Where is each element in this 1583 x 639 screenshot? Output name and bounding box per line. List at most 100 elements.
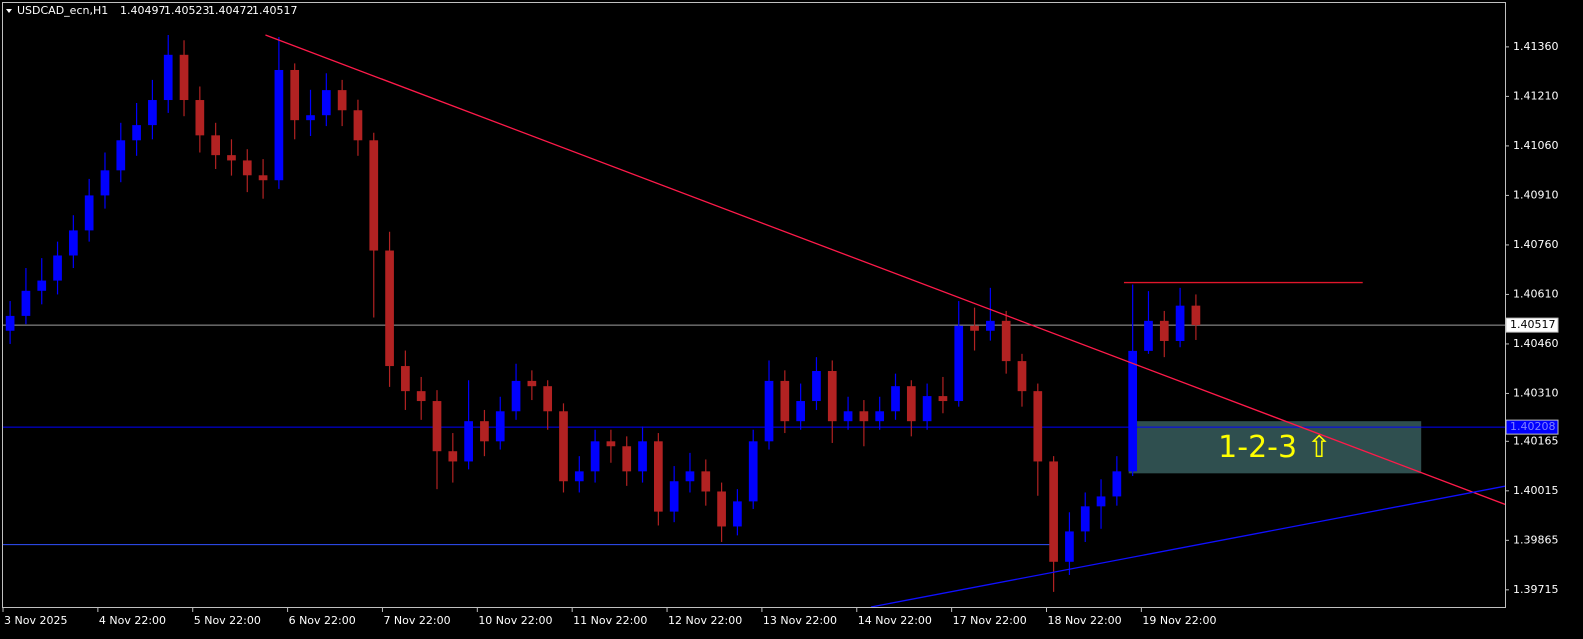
menu-arrow[interactable] [6,9,12,13]
x-tick-label: 7 Nov 22:00 [383,614,450,627]
candle-body [321,90,331,116]
y-tick-label: 1.40165 [1513,434,1559,447]
candle-body [1017,361,1027,392]
candle-body [353,110,363,141]
candle-body [1159,320,1169,341]
candle-body [416,391,426,402]
candle-body [1065,531,1074,562]
y-tick-label: 1.40015 [1513,484,1559,497]
plot-frame [2,2,1506,608]
chart-title: USDCAD_ecn,H1 [17,4,108,17]
candle-body [1175,305,1185,341]
axes: 1.41360 1.41210 1.41060 1.40910 1.40760 1.406… [2,40,1559,627]
candle-body [480,421,489,442]
candle-body [179,54,189,101]
candle-body [1096,496,1106,507]
candle-body [385,250,394,367]
header-value: 1.40517 [252,4,298,17]
candle-body [970,325,979,331]
price-label: 1.40517 [1510,318,1556,331]
candle-body [495,411,505,442]
candle-body [511,380,521,412]
y-tick-label: 1.40760 [1513,238,1559,251]
y-tick-label: 1.40460 [1513,337,1559,350]
candle-body [132,125,141,141]
candle-body [163,54,173,101]
candle-body [843,411,853,422]
candle-body [590,441,600,472]
x-tick-label: 11 Nov 22:00 [573,614,647,627]
plot-area: 1-2-3 ⇧ [3,34,1505,607]
candle-body [701,471,711,492]
candle-body [195,100,205,136]
candle-body [622,446,632,472]
candle-body [448,451,458,462]
y-tick-label: 1.40610 [1513,287,1559,300]
candle-body [432,401,442,452]
candle-body [922,396,932,422]
candle-body [401,366,410,392]
x-tick-label: 14 Nov 22:00 [858,614,932,627]
x-tick-label: 5 Nov 22:00 [194,614,261,627]
candle-body [606,441,616,447]
y-tick-label: 1.40910 [1513,188,1559,201]
candle-body [748,441,758,502]
candle-body [148,100,157,126]
price-box [1505,419,1559,435]
y-tick-label: 1.41210 [1513,89,1559,102]
candle-body [227,155,236,161]
y-tick-label: 1.40310 [1513,386,1559,399]
candle-body [1128,350,1138,472]
x-tick-label: 18 Nov 22:00 [1047,614,1121,627]
candle-body [574,471,584,482]
candle-body [1001,320,1011,362]
y-tick-label: 1.41360 [1513,40,1559,53]
candle-body [306,115,315,121]
x-tick-label: 19 Nov 22:00 [1142,614,1216,627]
candle-body [780,380,790,422]
candle-body [764,380,774,442]
candle-body [796,401,805,422]
price-box [1505,317,1559,333]
y-tick-label: 1.39865 [1513,533,1559,546]
candle-body [464,421,473,462]
candle-body [938,396,948,402]
zone-label: 1-2-3 ⇧ [1218,430,1332,465]
x-tick-label: 3 Nov 2025 [4,614,67,627]
x-tick-label: 10 Nov 22:00 [478,614,552,627]
x-tick-label: 13 Nov 22:00 [763,614,837,627]
candle-body [717,491,726,527]
candle-body [669,481,679,512]
trendline [870,485,1505,607]
candle-body [559,411,568,482]
candle-body [69,230,78,256]
candle-body [685,471,695,482]
candle-body [53,255,62,281]
candle-body [1033,391,1043,462]
candle-body [100,170,110,196]
candle-body [1049,461,1058,562]
x-tick-label: 6 Nov 22:00 [289,614,356,627]
candle-body [21,290,31,316]
header-value: 1.40472 [208,4,254,17]
candle-body [337,90,347,111]
candle-body [5,315,15,331]
trendline [265,34,1505,505]
candle-body [211,135,220,156]
candle-body [906,386,916,422]
candle-body [1191,305,1201,326]
candle-body [242,160,252,176]
candle-body [733,501,742,527]
x-tick-label: 17 Nov 22:00 [953,614,1027,627]
candle-body [653,441,663,512]
header-value: 1.40497 [120,4,166,17]
candle-body [812,371,821,402]
x-tick-label: 4 Nov 22:00 [99,614,166,627]
price-label: 1.40208 [1510,420,1556,433]
candle-body [827,371,837,422]
candle-body [986,320,995,331]
candle-body [1144,320,1153,351]
